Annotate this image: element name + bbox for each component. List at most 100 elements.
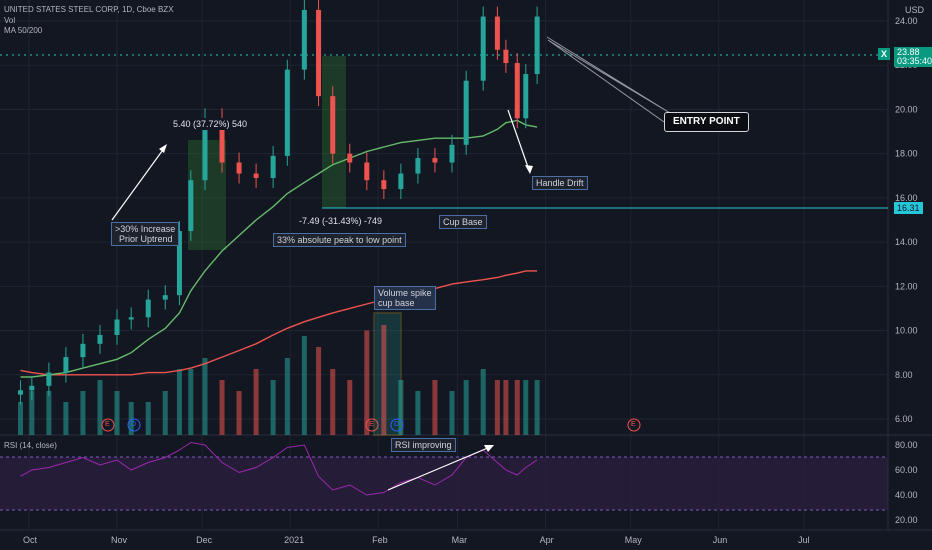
- candle-body: [284, 69, 290, 156]
- candle-body: [29, 385, 35, 391]
- time-tick-label: Nov: [111, 535, 128, 545]
- volume-bar: [219, 380, 225, 435]
- entry-point-note[interactable]: ENTRY POINT: [664, 112, 749, 132]
- volume-spike-line2: cup base: [378, 298, 415, 308]
- drop-measure-label[interactable]: -7.49 (-31.43%) -749: [296, 215, 386, 227]
- candle-body: [432, 158, 438, 163]
- rsi-legend[interactable]: RSI (14, close): [4, 441, 57, 450]
- currency-label[interactable]: USD: [905, 5, 925, 15]
- entry-point-pointer: [546, 36, 671, 123]
- volume-bar: [347, 380, 353, 435]
- volume-bar: [114, 391, 120, 435]
- volume-bar: [63, 402, 69, 435]
- candle-body: [17, 390, 23, 395]
- prior-uptrend-note[interactable]: >30% Increase Prior Uptrend: [111, 222, 180, 246]
- prior-uptrend-line2: Prior Uptrend: [119, 234, 173, 244]
- volume-bar: [398, 380, 404, 435]
- candle-body: [415, 158, 421, 174]
- candle-body: [347, 153, 353, 163]
- grid-lines: [0, 0, 888, 530]
- rsi-improving-arrow: [387, 446, 491, 491]
- volume-bar: [46, 391, 52, 435]
- candle-body: [236, 162, 242, 174]
- volume-bar: [284, 358, 290, 435]
- peak-to-low-note[interactable]: 33% absolute peak to low point: [273, 233, 406, 247]
- rsi-tick-label: 40.00: [895, 490, 918, 500]
- chart-title: UNITED STATES STEEL CORP, 1D, Cboe BZX: [4, 5, 174, 14]
- candle-body: [188, 180, 194, 232]
- candle-body: [80, 343, 86, 358]
- last-price-value: 23.88: [897, 47, 920, 57]
- candle-body: [128, 317, 134, 320]
- volume-spike-note[interactable]: Volume spike cup base: [374, 286, 436, 310]
- volume-bars: [17, 325, 540, 435]
- prior-uptrend-line1: >30% Increase: [115, 224, 176, 234]
- time-tick-label: Oct: [23, 535, 38, 545]
- volume-bar: [432, 380, 438, 435]
- time-tick-label: Apr: [540, 535, 554, 545]
- price-tick-label: 20.00: [895, 104, 918, 114]
- rsi-axis: 20.00 40.00 60.00 80.00: [895, 440, 918, 525]
- candle-body: [449, 144, 455, 163]
- volume-bar: [415, 391, 421, 435]
- candle-body: [381, 180, 387, 190]
- candle-body: [330, 96, 336, 154]
- volume-bar: [29, 391, 35, 435]
- volume-bar: [381, 325, 387, 435]
- time-tick-label: 2021: [284, 535, 304, 545]
- volume-spike-zone[interactable]: [373, 312, 402, 436]
- volume-bar: [480, 369, 486, 435]
- candle-body: [301, 9, 307, 70]
- volume-bar: [145, 402, 151, 435]
- candle-body: [270, 155, 276, 178]
- rsi-tick-label: 60.00: [895, 465, 918, 475]
- dividend-event-1[interactable]: D: [131, 421, 137, 428]
- rsi-improving-note[interactable]: RSI improving: [391, 438, 456, 452]
- countdown-value: 03:35:40: [897, 56, 932, 66]
- rsi-band: [0, 457, 888, 510]
- candle-body: [463, 80, 469, 145]
- candle-body: [494, 16, 500, 50]
- volume-legend[interactable]: Vol: [4, 16, 16, 25]
- volume-bar: [270, 380, 276, 435]
- price-tick-label: 12.00: [895, 281, 918, 291]
- volume-bar: [364, 330, 370, 435]
- time-tick-label: Mar: [452, 535, 468, 545]
- cup-base-note[interactable]: Cup Base: [439, 215, 487, 229]
- rsi-improving-arrowhead: [484, 445, 494, 452]
- candle-body: [253, 173, 259, 178]
- prior-uptrend-arrow: [111, 146, 166, 221]
- ma-legend[interactable]: MA 50/200: [4, 26, 43, 35]
- earnings-event-2[interactable]: E: [369, 421, 374, 428]
- support-level-tag: 16.31: [894, 202, 923, 214]
- last-price-tag: 23.88 03:35:40: [894, 47, 932, 67]
- candle-body: [97, 334, 103, 344]
- volume-bar: [449, 391, 455, 435]
- volume-bar: [503, 380, 509, 435]
- volume-bar: [17, 402, 23, 435]
- volume-bar: [494, 380, 500, 435]
- volume-bar: [514, 380, 520, 435]
- volume-bar: [128, 402, 134, 435]
- handle-drift-note[interactable]: Handle Drift: [532, 176, 588, 190]
- handle-drift-arrow: [507, 109, 530, 171]
- volume-bar: [534, 380, 540, 435]
- volume-bar: [188, 369, 194, 435]
- candle-body: [503, 49, 509, 64]
- candle-body: [219, 118, 225, 163]
- ma200-line: [20, 270, 538, 376]
- volume-bar: [236, 391, 242, 435]
- price-tick-label: 18.00: [895, 149, 918, 159]
- price-tick-label: 14.00: [895, 237, 918, 247]
- gain-measure-label[interactable]: 5.40 (37.72%) 540: [170, 118, 251, 130]
- time-tick-label: May: [625, 535, 643, 545]
- candle-body: [480, 16, 486, 81]
- earnings-event-1[interactable]: E: [105, 421, 110, 428]
- earnings-event-3[interactable]: E: [631, 421, 636, 428]
- dividend-event-2[interactable]: D: [394, 421, 400, 428]
- price-tick-label: 8.00: [895, 370, 913, 380]
- close-order-button[interactable]: X: [878, 48, 891, 60]
- volume-bar: [330, 369, 336, 435]
- volume-bar: [523, 380, 529, 435]
